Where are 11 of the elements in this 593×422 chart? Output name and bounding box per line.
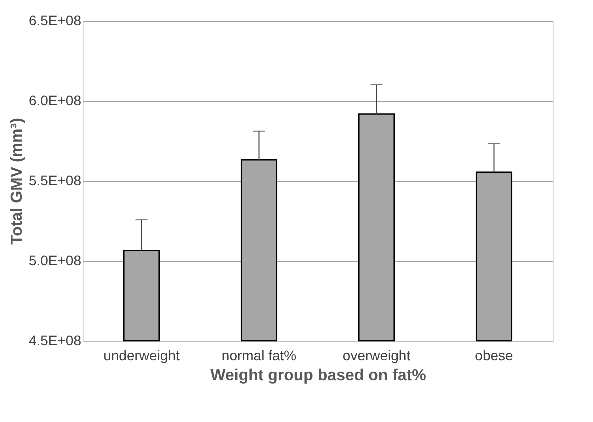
y-tick-label: 5.5E+08 xyxy=(28,172,82,188)
x-tick-label: underweight xyxy=(104,348,180,364)
y-tick-label: 6.5E+08 xyxy=(28,12,82,28)
y-tick-label: 4.5E+08 xyxy=(28,332,82,348)
y-axis-title: Total GMV (mm³) xyxy=(8,118,26,245)
y-tick-label: 5.0E+08 xyxy=(28,252,82,268)
x-tick-label: obese xyxy=(475,348,514,364)
x-tick-label: overweight xyxy=(342,348,411,364)
x-tick-label: normal fat% xyxy=(222,348,297,364)
y-tick-label: 6.0E+08 xyxy=(28,92,82,108)
x-axis-title: Weight group based on fat% xyxy=(210,368,426,384)
